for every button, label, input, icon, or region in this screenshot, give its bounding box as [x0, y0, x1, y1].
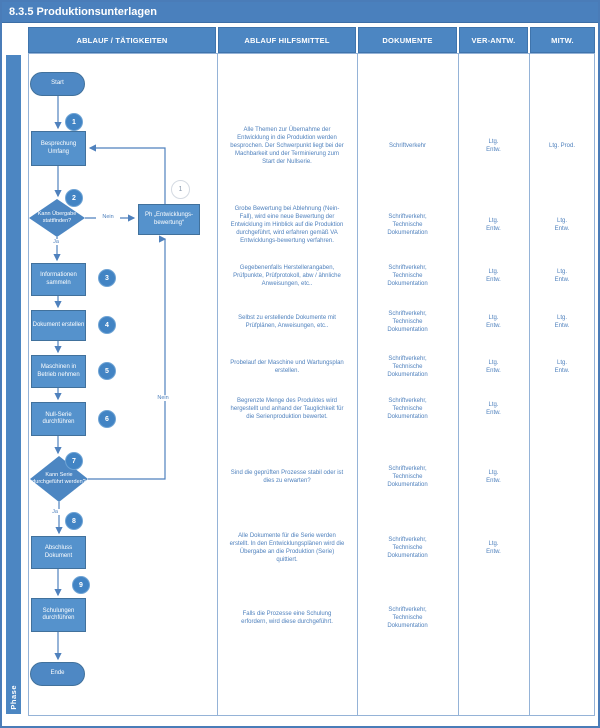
step-badge-8: 8 [65, 512, 83, 530]
table-row: Sind die geprüften Prozesse stabil oder … [217, 452, 595, 502]
process-schulungen-durchfuehren: Schulungen durchführen [31, 598, 86, 632]
process-informationen-sammeln: Informationen sammeln [31, 263, 86, 296]
cell-hilfsmittel: Gegebenenfalls Herstellerangaben, Prüfpu… [233, 264, 341, 288]
column-header-ver-antw: VER-ANTW. [459, 27, 528, 53]
column-divider [217, 53, 218, 716]
column-header-mitw: MITW. [530, 27, 595, 53]
cell-mitwirkung: Ltg. Entw. [554, 268, 570, 283]
cell-verantwortlich: Ltg. Entw. [486, 401, 501, 416]
step-badge-1: 1 [65, 113, 83, 131]
phase-band: Phase [6, 55, 21, 714]
cell-dokumente: Schriftverkehr, Technische Dokumentation [387, 397, 428, 421]
cell-verantwortlich: Ltg. Entw. [486, 268, 501, 283]
process-abschluss-dokument: Abschluss Dokument [31, 536, 86, 569]
cell-dokumente: Schriftverkehr, Technische Dokumentation [387, 213, 428, 237]
cell-verantwortlich: Ltg. Entw. [486, 469, 501, 484]
table-row: Alle Dokumente für die Serie werden erst… [217, 522, 595, 574]
branch-label-ja: Ja [49, 509, 61, 515]
process-null-serie-durchfuehren: Null-Serie durchführen [31, 402, 86, 436]
offpage-connector-1: 1 [171, 180, 190, 199]
cell-dokumente: Schriftverkehr, Technische Dokumentation [387, 606, 428, 630]
process-entwicklungsbewertung: Ph „Entwicklungs-bewertung“ [138, 204, 200, 235]
column-header-ablauf-hilfsmittel: ABLAUF HILFSMITTEL [218, 27, 356, 53]
cell-mitwirkung: Ltg. Entw. [554, 359, 570, 374]
table-row: Selbst zu erstellende Dokumente mit Prüf… [217, 300, 595, 344]
step-badge-2: 2 [65, 189, 83, 207]
cell-dokumente: Schriftverkehr, Technische Dokumentation [387, 536, 428, 560]
branch-label-ja: Ja [50, 239, 62, 245]
start-node: Start [30, 72, 85, 96]
cell-mitwirkung: Ltg. Entw. [554, 314, 570, 329]
process-besprechung-umfang: Besprechung Umfang [31, 131, 86, 166]
table-body-border [28, 53, 595, 716]
cell-dokumente: Schriftverkehr, Technische Dokumentation [387, 310, 428, 334]
cell-dokumente: Schriftverkehr, Technische Dokumentation [387, 264, 428, 288]
cell-hilfsmittel: Probelauf der Maschine und Wartungsplan … [230, 359, 344, 374]
column-header-ablauf-taetigkeiten: ABLAUF / TÄTIGKEITEN [28, 27, 216, 53]
step-badge-5: 5 [98, 362, 116, 380]
table-row: Begrenzte Menge des Produktes wird herge… [217, 385, 595, 433]
column-divider [357, 53, 358, 716]
cell-verantwortlich: Ltg. Entw. [486, 138, 501, 153]
cell-dokumente: Schriftverkehr, Technische Dokumentation [387, 355, 428, 379]
table-row: Alle Themen zur Übernahme der Entwicklun… [217, 108, 595, 184]
cell-hilfsmittel: Sind die geprüften Prozesse stabil oder … [230, 469, 344, 484]
page-title: 8.3.5 Produktionsunterlagen [2, 2, 598, 23]
cell-hilfsmittel: Grobe Bewertung bei Ablehnung (Nein-Fall… [230, 205, 344, 245]
step-badge-3: 3 [98, 269, 116, 287]
cell-verantwortlich: Ltg. Entw. [486, 217, 501, 232]
cell-mitwirkung: Ltg. Prod. [549, 142, 576, 149]
process-dokument-erstellen: Dokument erstellen [31, 310, 86, 341]
step-badge-4: 4 [98, 316, 116, 334]
cell-dokumente: Schriftverkehr [388, 142, 426, 149]
cell-verantwortlich: Ltg. Entw. [486, 540, 501, 555]
process-maschinen-in-betrieb-nehmen: Maschinen in Betrieb nehmen [31, 355, 86, 388]
branch-label-nein: Nein [152, 395, 174, 401]
table-row: Probelauf der Maschine und Wartungsplan … [217, 344, 595, 390]
column-divider [458, 53, 459, 716]
column-header-dokumente: DOKUMENTE [358, 27, 457, 53]
column-divider [529, 53, 530, 716]
step-badge-6: 6 [98, 410, 116, 428]
cell-hilfsmittel: Alle Dokumente für die Serie werden erst… [229, 532, 345, 564]
step-badge-7: 7 [65, 452, 83, 470]
cell-verantwortlich: Ltg. Entw. [486, 359, 501, 374]
branch-label-nein: Nein [96, 214, 120, 220]
table-row: Falls die Prozesse eine Schulung erforde… [217, 592, 595, 644]
cell-hilfsmittel: Begrenzte Menge des Produktes wird herge… [230, 397, 344, 421]
cell-hilfsmittel: Falls die Prozesse eine Schulung erforde… [241, 610, 333, 625]
cell-hilfsmittel: Alle Themen zur Übernahme der Entwicklun… [230, 126, 344, 166]
end-node: Ende [30, 662, 85, 686]
cell-hilfsmittel: Selbst zu erstellende Dokumente mit Prüf… [238, 314, 336, 329]
cell-mitwirkung: Ltg. Entw. [554, 217, 570, 232]
step-badge-9: 9 [72, 576, 90, 594]
cell-verantwortlich: Ltg. Entw. [486, 314, 501, 329]
table-row: Grobe Bewertung bei Ablehnung (Nein-Fall… [217, 194, 595, 256]
cell-dokumente: Schriftverkehr, Technische Dokumentation [387, 465, 428, 489]
table-row: Gegebenenfalls Herstellerangaben, Prüfpu… [217, 252, 595, 300]
